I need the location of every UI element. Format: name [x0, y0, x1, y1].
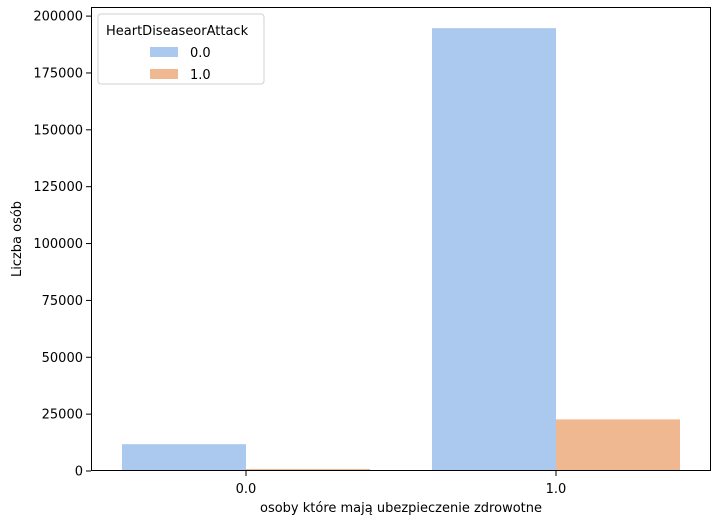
y-tick-label: 50000 — [42, 351, 83, 366]
legend-label-0.0: 0.0 — [190, 46, 211, 61]
x-tick-label: 1.0 — [546, 482, 567, 497]
legend-title: HeartDiseaseorAttack — [106, 24, 249, 39]
y-tick-label: 200000 — [33, 10, 83, 25]
x-tick-label: 0.0 — [236, 482, 257, 497]
x-axis-label: osoby które mają ubezpieczenie zdrowotne — [260, 501, 542, 516]
bar-cat-0.0-series-1.0 — [246, 468, 370, 471]
y-tick-label: 75000 — [42, 294, 83, 309]
y-tick-label: 175000 — [33, 66, 83, 81]
y-tick-label: 100000 — [33, 237, 83, 252]
y-axis-ticks: 0 25000 50000 75000 100000 125000 150000 175000… — [33, 10, 91, 480]
y-tick-label: 25000 — [42, 408, 83, 423]
y-tick-label: 150000 — [33, 123, 83, 138]
y-tick-label: 125000 — [33, 180, 83, 195]
legend-swatch-0.0 — [150, 47, 178, 57]
bars-layer — [122, 28, 680, 471]
legend-label-1.0: 1.0 — [190, 68, 211, 83]
legend-box — [97, 13, 265, 85]
legend: HeartDiseaseorAttack 0.01.0 — [97, 13, 265, 85]
plot-frame — [91, 7, 711, 471]
y-tick-label: 0 — [75, 465, 83, 480]
x-axis-ticks: 0.0 1.0 — [236, 471, 567, 497]
bar-cat-1.0-series-0.0 — [432, 28, 556, 471]
legend-swatch-1.0 — [150, 69, 178, 79]
bar-cat-0.0-series-0.0 — [122, 444, 246, 471]
bar-cat-1.0-series-1.0 — [556, 419, 680, 471]
legend-entries: 0.01.0 — [150, 46, 211, 83]
y-axis-label: Liczba osób — [10, 201, 25, 277]
